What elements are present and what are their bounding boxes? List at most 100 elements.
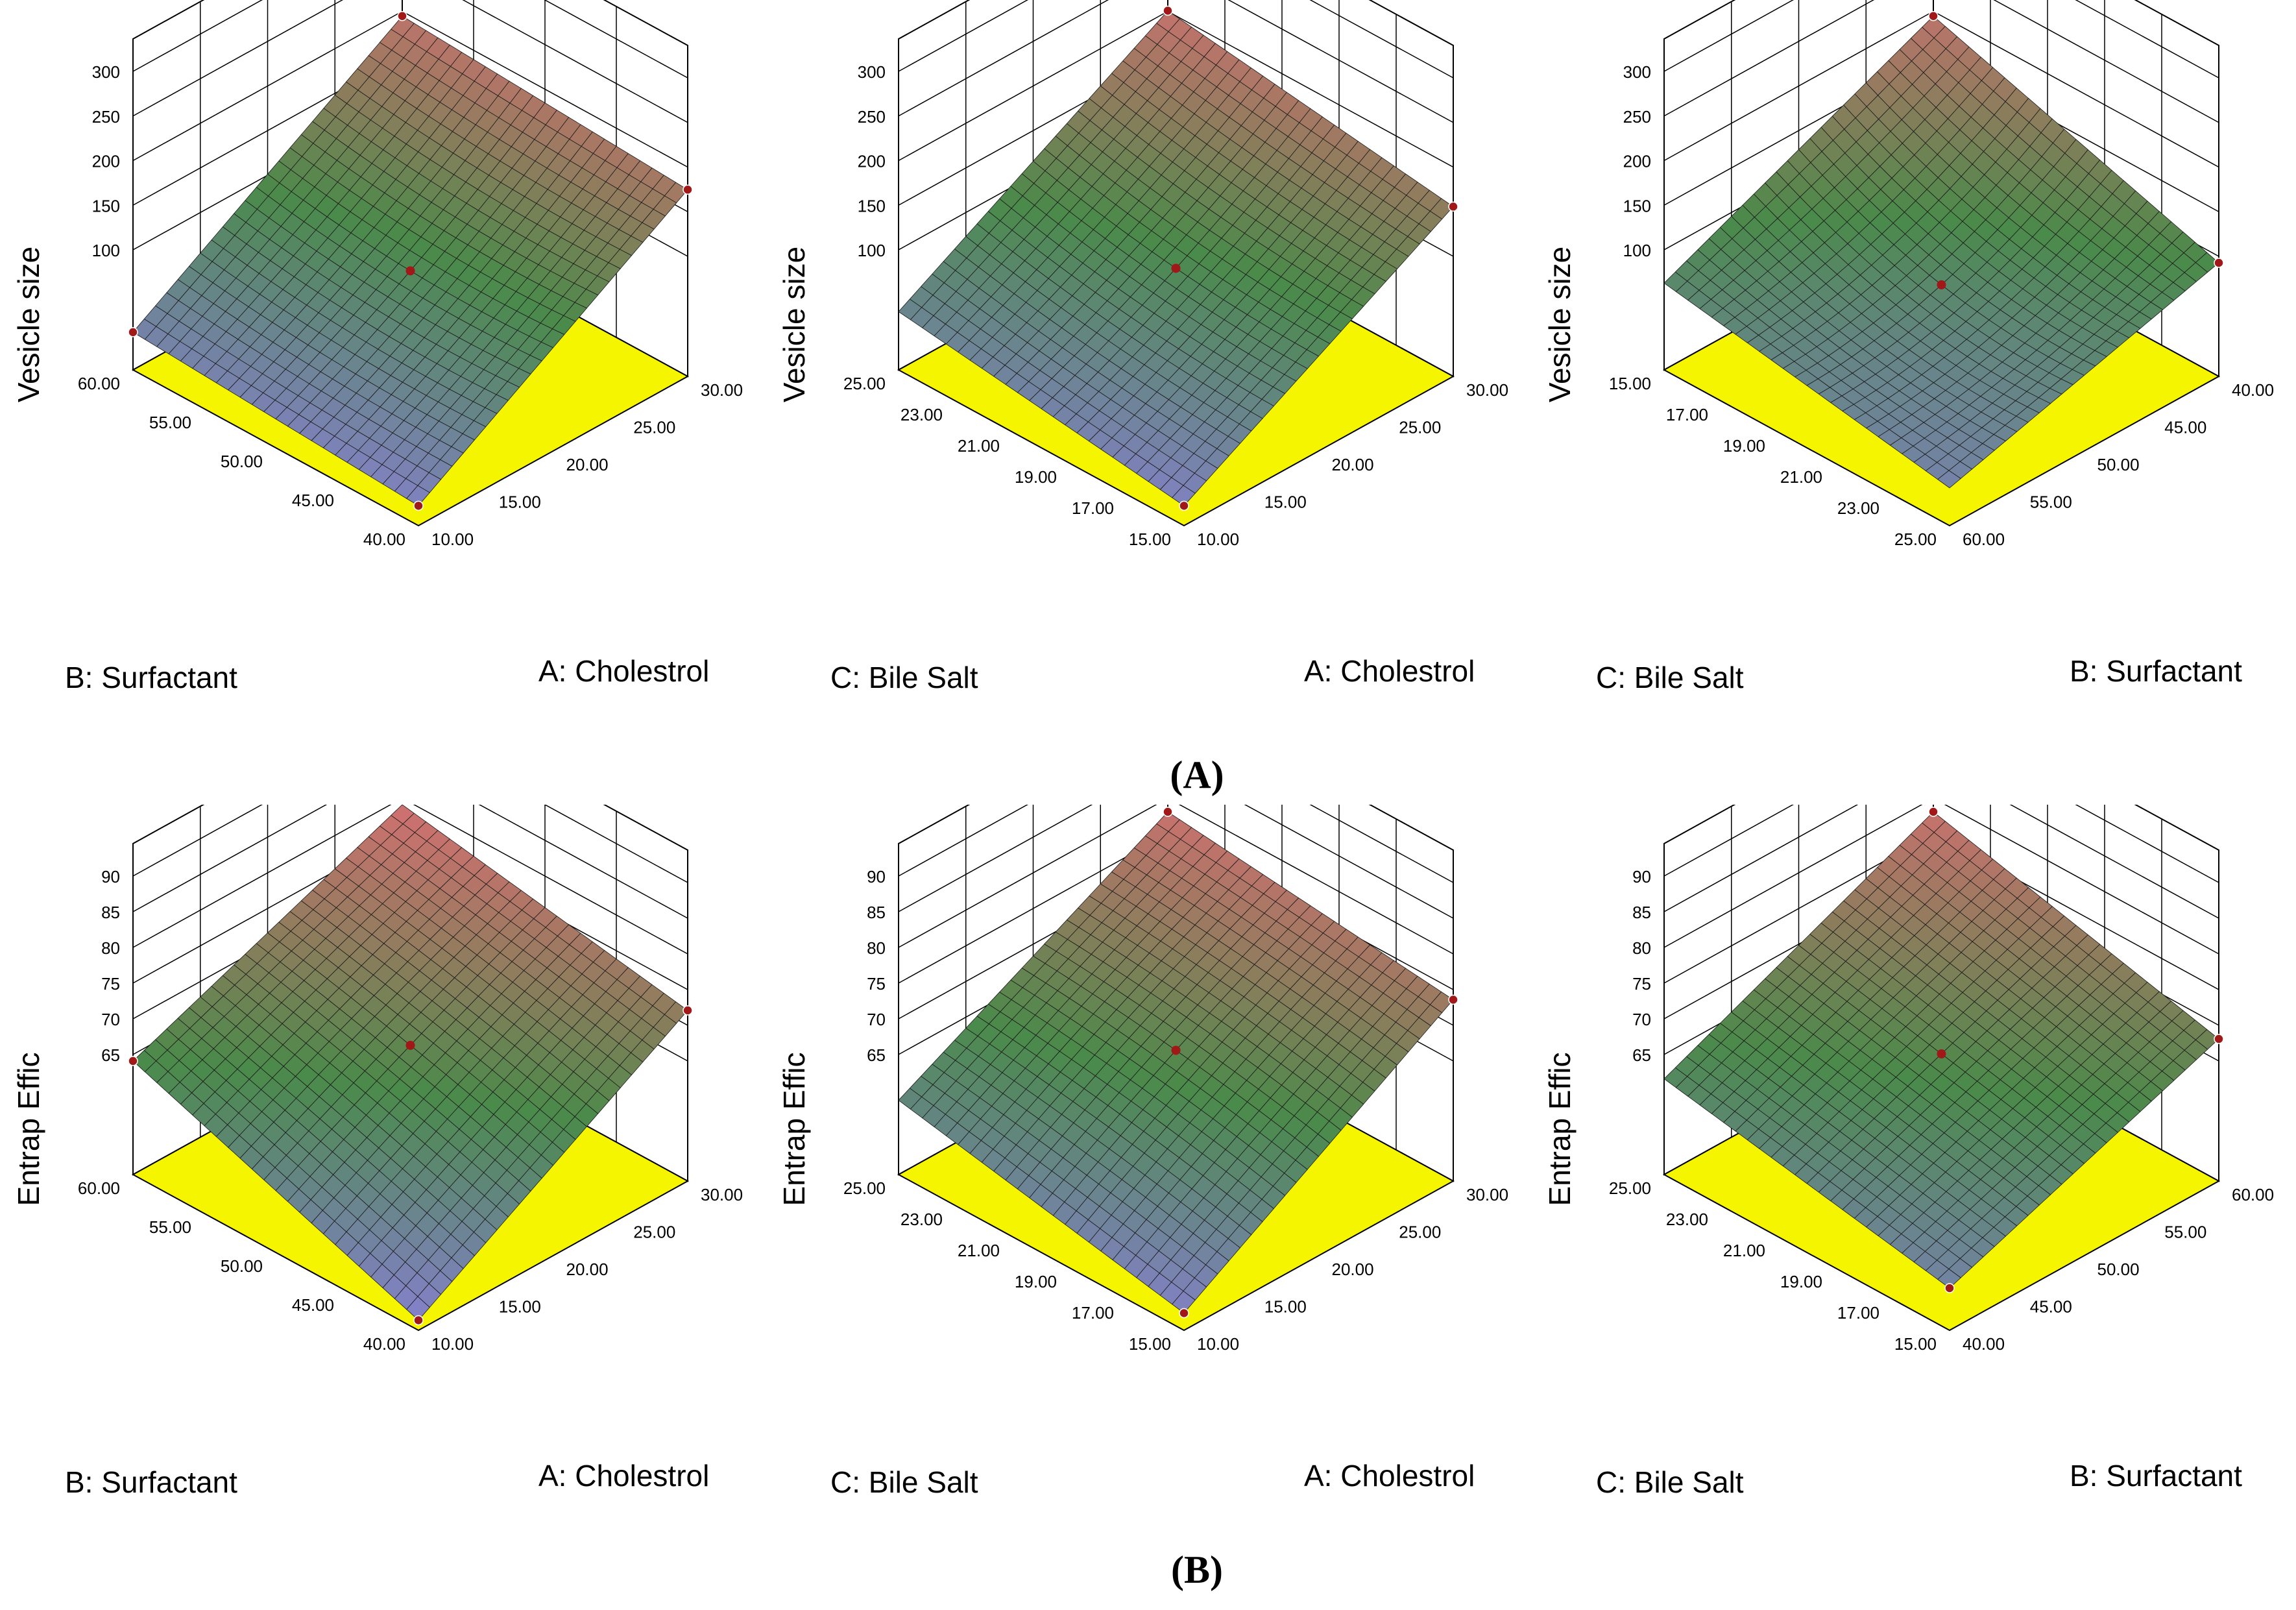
left-axis-tick-label: 21.00: [1780, 467, 1822, 487]
wall-z-gridline: [132, 0, 344, 117]
response-surface: [1663, 16, 2219, 489]
left-axis-tick-label: 21.00: [958, 1241, 1000, 1260]
right-axis-title: A: Cholestrol: [538, 654, 709, 688]
right-axis-tick-label: 20.00: [566, 455, 609, 474]
left-axis-tick-label: 19.00: [1723, 436, 1765, 456]
z-axis-tick-label: 70: [1632, 1010, 1651, 1029]
z-axis-tick-label: 200: [858, 152, 886, 171]
right-axis-tick-label: 30.00: [701, 380, 743, 400]
left-axis-tick-label: 60.00: [78, 1178, 120, 1198]
wall-z-gridline: [898, 833, 1168, 984]
left-axis-tick-label: 45.00: [292, 1295, 334, 1315]
surface-cell: [1172, 485, 1196, 506]
wall-z-gridline: [898, 10, 1168, 162]
z-axis-tick-label: 85: [1632, 903, 1651, 922]
right-axis-tick-label: 10.00: [431, 530, 474, 549]
design-point-back: [1928, 11, 1939, 21]
surface-plot-b2: 25.00 23.00 21.00 19.00 17.00 15.00 C: Bile Sa…: [777, 805, 1508, 1499]
right-axis-title: A: Cholestrol: [538, 1459, 709, 1493]
z-axis-tick-label: 300: [1623, 62, 1651, 82]
left-axis-tick-label: 17.00: [1072, 498, 1114, 518]
left-axis-tick-label: 60.00: [78, 374, 120, 393]
design-point-front: [1179, 1308, 1189, 1319]
right-axis-tick-label: 15.00: [499, 1297, 541, 1317]
wall-z-gridline: [1309, 805, 1454, 883]
right-axis-tick-label: 10.00: [1197, 1334, 1239, 1354]
surface-cell: [1172, 1290, 1196, 1314]
wall-z-gridline: [544, 805, 688, 883]
left-axis-title: B: Surfactant: [65, 661, 237, 694]
right-axis-tick-label: 30.00: [1466, 1185, 1508, 1204]
design-point-front: [1944, 1283, 1955, 1293]
design-point-right: [683, 1005, 693, 1016]
design-point-right: [2214, 1034, 2224, 1044]
z-axis-tick-label: 150: [92, 196, 120, 215]
z-axis-tick-label: 100: [92, 241, 120, 260]
wall-z-gridline: [1993, 0, 2219, 123]
z-axis-tick-label: 80: [867, 938, 886, 958]
design-point-back: [397, 11, 407, 21]
z-axis-tick-label: 80: [1632, 938, 1651, 958]
wall-z-gridline: [132, 805, 328, 912]
z-axis-tick-label: 65: [101, 1045, 120, 1065]
left-axis-tick-label: 23.00: [1666, 1210, 1708, 1229]
wall-z-gridline: [898, 0, 1029, 72]
left-axis-tick-label: 19.00: [1015, 467, 1057, 487]
design-point-front: [1179, 500, 1189, 511]
z-axis-tick-label: 90: [101, 867, 120, 886]
right-axis-tick-label: 25.00: [633, 418, 675, 437]
left-axis-tick-label: 45.00: [292, 491, 334, 510]
chart-panel-a2: 25.00 23.00 21.00 19.00 17.00 15.00 C: Bile Sa…: [766, 0, 1531, 727]
surface-cell: [406, 485, 430, 506]
left-axis-tick-label: 25.00: [1894, 530, 1937, 549]
wall-z-gridline: [898, 805, 1029, 877]
wall-z-gridline: [898, 805, 1093, 912]
design-point-back: [1163, 5, 1173, 16]
z-axis-tick-label: 150: [1623, 196, 1651, 215]
left-axis-tick-label: 40.00: [363, 530, 405, 549]
wall-z-gridline: [132, 10, 403, 162]
right-axis-tick-label: 55.00: [2164, 1223, 2206, 1242]
left-axis-title: C: Bile Salt: [830, 1465, 978, 1499]
left-axis-tick-label: 19.00: [1780, 1272, 1822, 1291]
right-axis-tick-label: 15.00: [1264, 493, 1307, 512]
wall-z-gridline: [898, 0, 1109, 117]
surface-plot-b1: 60.00 55.00 50.00 45.00 40.00 B: Surfactant 10…: [12, 805, 743, 1499]
wall-z-gridline: [132, 805, 263, 877]
surface-cell: [406, 1296, 430, 1321]
design-point-front: [413, 1315, 424, 1326]
left-axis-tick-label: 23.00: [1837, 498, 1879, 518]
response-surface: [898, 10, 1454, 506]
z-axis-tick-label: 75: [1632, 974, 1651, 994]
z-axis-title: Vesicle size: [1543, 247, 1577, 402]
left-axis-tick-label: 17.00: [1666, 405, 1708, 424]
z-axis-tick-label: 80: [101, 938, 120, 958]
right-axis-title: A: Cholestrol: [1304, 654, 1475, 688]
z-axis-tick-label: 70: [867, 1010, 886, 1029]
z-axis-tick-label: 200: [92, 152, 120, 171]
z-axis-tick-label: 150: [858, 196, 886, 215]
wall-z-gridline: [132, 805, 392, 948]
right-axis-tick-label: 20.00: [566, 1260, 609, 1279]
right-axis-tick-label: 45.00: [2164, 418, 2206, 437]
right-axis-tick-label: 25.00: [633, 1223, 675, 1242]
z-axis-title: Entrap Effic: [12, 1053, 45, 1206]
wall-z-gridline: [132, 0, 263, 72]
left-axis-tick-label: 21.00: [1723, 1241, 1765, 1260]
response-surface: [132, 805, 688, 1321]
chart-panel-b2: 25.00 23.00 21.00 19.00 17.00 15.00 C: Bile Sa…: [766, 805, 1531, 1531]
left-axis-tick-label: 55.00: [149, 1217, 191, 1237]
response-surface: [132, 16, 688, 506]
wall-z-gridline: [2009, 805, 2219, 919]
response-surface: [898, 811, 1454, 1314]
response-surface: [1663, 811, 2219, 1289]
chart-panel-b1: 60.00 55.00 50.00 45.00 40.00 B: Surfactant 10…: [0, 805, 766, 1531]
z-axis-tick-label: 70: [101, 1010, 120, 1029]
chart-panel-a3: 15.00 17.00 19.00 21.00 23.00 25.00 C: Bile Sa…: [1531, 0, 2296, 727]
design-point-front: [413, 500, 424, 511]
left-axis-title: C: Bile Salt: [1596, 661, 1744, 694]
surface-cell: [1937, 1268, 1961, 1289]
left-axis-title: C: Bile Salt: [1596, 1465, 1744, 1499]
z-axis-tick-label: 65: [867, 1045, 886, 1065]
left-axis-tick-label: 17.00: [1072, 1303, 1114, 1323]
